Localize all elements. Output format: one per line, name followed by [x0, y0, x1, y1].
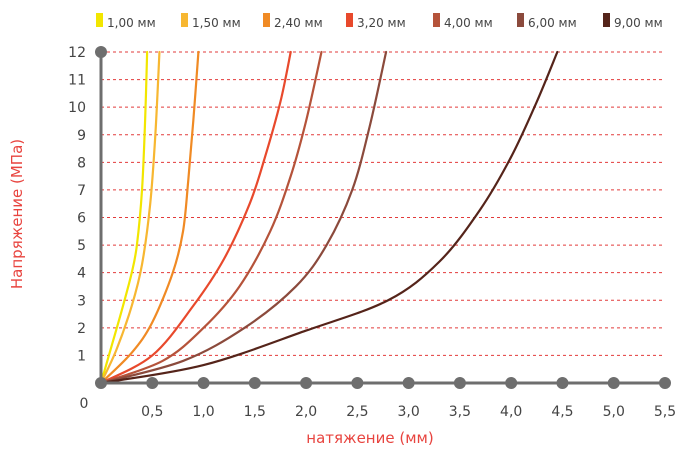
y-tick-label: 5 [77, 238, 86, 254]
legend-swatch [433, 13, 440, 27]
series-lines [99, 50, 559, 385]
x-tick-label: 4,5 [551, 404, 573, 420]
axes [95, 46, 671, 389]
legend-label: 3,20 мм [357, 16, 406, 30]
y-tick-label: 11 [68, 73, 86, 89]
x-tick-label: 1,0 [192, 404, 214, 420]
x-tick-marker [505, 377, 518, 389]
y-axis-end-marker [95, 46, 107, 58]
legend-label: 9,00 мм [614, 16, 663, 30]
series-line [99, 50, 323, 385]
series-line [99, 50, 388, 385]
legend: 1,00 мм 1,50 мм 2,40 мм 3,20 мм 4,00 мм 6,00 … [96, 13, 663, 30]
x-tick-marker [197, 377, 210, 389]
y-tick-label: 9 [77, 128, 86, 144]
legend-label: 2,40 мм [274, 16, 323, 30]
x-tick-label: 3,0 [398, 404, 420, 420]
origin-label: 0 [80, 396, 89, 412]
x-tick-label: 0,5 [141, 404, 163, 420]
y-tick-label: 8 [77, 155, 86, 171]
y-tick-label: 1 [77, 348, 86, 364]
x-tick-marker [300, 377, 313, 389]
legend-swatch [181, 13, 188, 27]
x-tick-label: 3,5 [449, 404, 471, 420]
x-tick-label: 1,5 [244, 404, 266, 420]
y-tick-label: 4 [77, 266, 86, 282]
y-tick-label: 12 [68, 45, 86, 61]
legend-swatch [346, 13, 353, 27]
x-tick-marker [607, 377, 620, 389]
x-tick-label: 5,5 [654, 404, 676, 420]
y-tick-label: 7 [77, 183, 86, 199]
x-tick-marker [146, 377, 159, 389]
series-line [99, 50, 559, 385]
x-tick-marker [453, 377, 466, 389]
series-line [99, 50, 161, 385]
y-tick-label: 6 [77, 211, 86, 227]
x-tick-marker [659, 377, 671, 389]
origin-marker [95, 377, 107, 389]
x-tick-label: 4,0 [500, 404, 522, 420]
y-tick-label: 3 [77, 293, 86, 309]
legend-label: 4,00 мм [444, 16, 493, 30]
legend-label: 1,00 мм [107, 16, 156, 30]
x-tick-marker [402, 377, 415, 389]
legend-label: 6,00 мм [528, 16, 577, 30]
grid-lines [101, 51, 665, 356]
series-line [99, 50, 149, 385]
series-line [99, 50, 292, 385]
legend-swatch [517, 13, 524, 27]
x-tick-label: 2,5 [346, 404, 368, 420]
legend-swatch [96, 13, 103, 27]
legend-swatch [263, 13, 270, 27]
x-tick-marker [248, 377, 261, 389]
x-tick-label: 5,0 [603, 404, 625, 420]
y-tick-label: 10 [68, 100, 86, 116]
series-line [99, 50, 200, 385]
y-tick-label: 2 [77, 321, 86, 337]
x-tick-marker [351, 377, 364, 389]
x-axis-title: натяжение (мм) [306, 429, 433, 447]
legend-label: 1,50 мм [192, 16, 241, 30]
x-tick-marker [556, 377, 569, 389]
legend-swatch [603, 13, 610, 27]
x-tick-label: 2,0 [295, 404, 317, 420]
y-axis-title: Напряжение (МПа) [8, 139, 26, 289]
